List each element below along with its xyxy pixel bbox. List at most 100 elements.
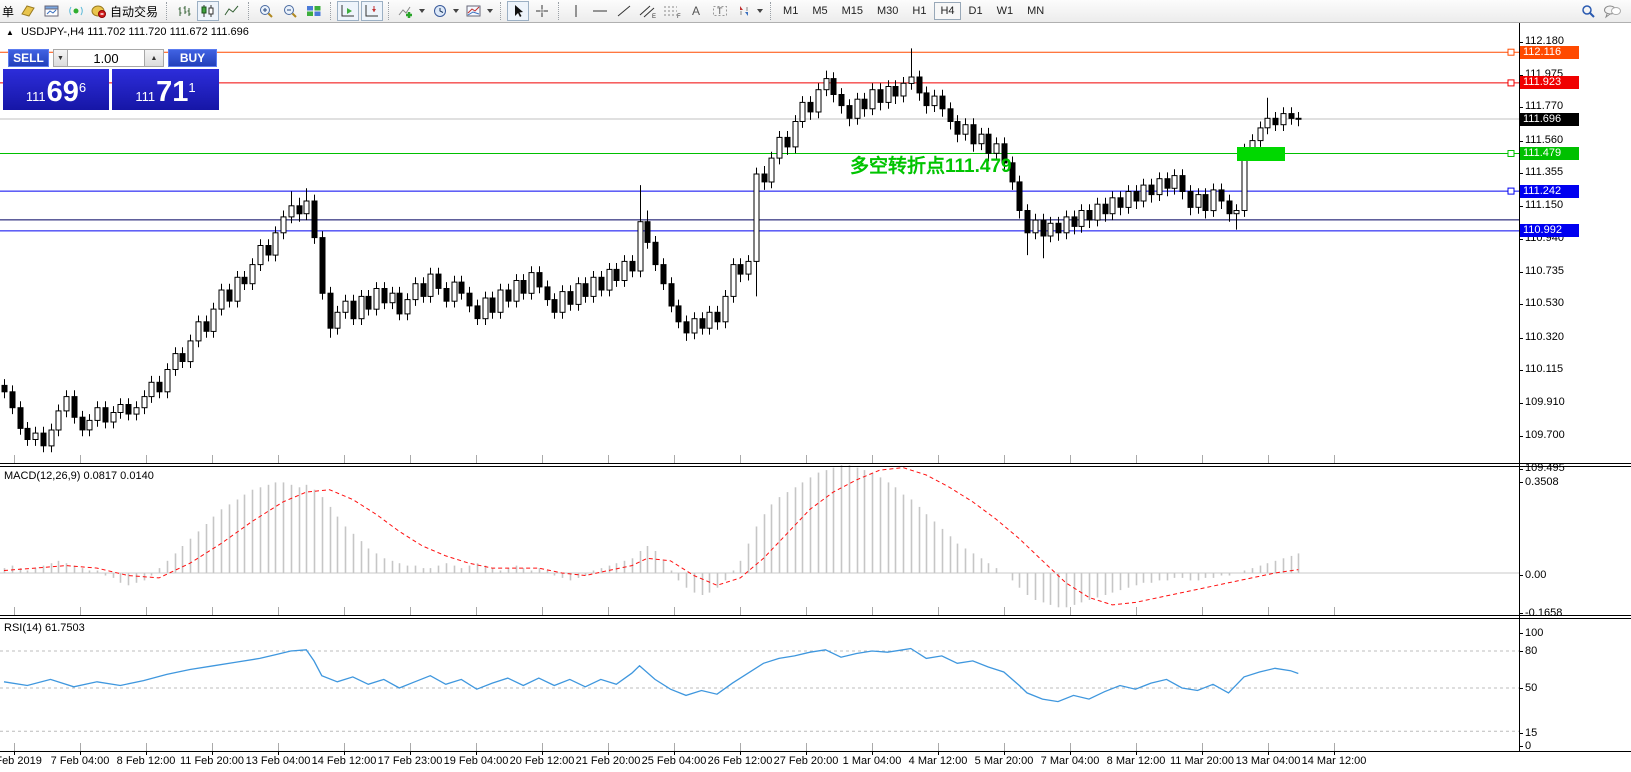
macd-axis-label: -0.1658 [1525, 607, 1563, 619]
buy-price-whole: 111 [135, 89, 156, 104]
periods-icon[interactable] [429, 1, 451, 21]
timeframe-button-m15[interactable]: M15 [841, 5, 863, 17]
price-axis-tick [1519, 468, 1523, 470]
grid-tick [1202, 743, 1203, 751]
grid-tick [410, 455, 411, 463]
svg-text:T: T [717, 6, 723, 16]
price-badge: 110.992 [1520, 224, 1579, 238]
time-axis-label: 8 Mar 12:00 [1106, 755, 1166, 767]
volume-input[interactable]: 1.00 [67, 49, 145, 67]
signal-icon[interactable] [65, 1, 87, 21]
grid-tick [410, 607, 411, 615]
time-axis-label: 7 Feb 04:00 [50, 755, 110, 767]
new-order-button[interactable]: 单 [2, 4, 15, 19]
price-axis-label: 109.910 [1525, 395, 1565, 408]
macd-pane [0, 465, 1519, 608]
green-zone-box[interactable] [1237, 147, 1285, 161]
timeframe-button-m1[interactable]: M1 [783, 5, 799, 17]
candlestick-chart-icon[interactable] [197, 1, 220, 21]
time-axis-label: 11 Feb 20:00 [179, 755, 244, 767]
rsi-axis-label: 15 [1525, 727, 1538, 739]
time-axis-label: 27 Feb 20:00 [773, 755, 839, 767]
autotrading-button[interactable]: 自动交易 [89, 1, 161, 21]
volume-decrease-button[interactable]: ▼ [53, 49, 68, 67]
grid-tick [1268, 607, 1269, 615]
time-axis-tick [1136, 751, 1137, 755]
grid-tick [278, 743, 279, 751]
tile-windows-icon[interactable] [303, 1, 325, 21]
time-axis-label: 20 Feb 12:00 [509, 755, 575, 767]
search-icon[interactable] [1577, 1, 1599, 21]
price-axis-label: 111.770 [1525, 100, 1564, 113]
price-axis-tick [1519, 271, 1523, 273]
buy-button[interactable]: BUY [168, 49, 217, 67]
horizontal-line-icon[interactable] [589, 1, 611, 21]
rsi-axis-tick [1519, 733, 1523, 734]
chart-window-icon[interactable] [41, 1, 63, 21]
trendline-icon[interactable] [613, 1, 635, 21]
toolbar-separator [166, 2, 168, 20]
autoscroll-icon[interactable] [337, 1, 360, 21]
arrows-icon[interactable] [733, 1, 755, 21]
line-chart-icon[interactable] [221, 1, 243, 21]
grid-tick [872, 743, 873, 751]
indicators-dropdown-caret[interactable] [419, 9, 426, 13]
indicators-icon[interactable] [395, 1, 417, 21]
sell-button[interactable]: SELL [8, 49, 49, 67]
bar-chart-icon[interactable] [173, 1, 195, 21]
vertical-line-icon[interactable] [565, 1, 587, 21]
one-click-trading-panel: SELL ▼ 1.00 ▲ BUY 111 69 6 111 71 1 [3, 46, 219, 110]
timeframe-button-h1[interactable]: H1 [912, 5, 927, 17]
text-label-icon[interactable]: T [709, 1, 731, 21]
chat-icon[interactable] [1601, 1, 1623, 21]
periods-dropdown-caret[interactable] [453, 9, 460, 13]
timeframe-button-mn[interactable]: MN [1027, 5, 1045, 17]
time-axis-tick [344, 751, 345, 755]
time-axis-label: 14 Feb 12:00 [311, 755, 377, 767]
zoom-in-icon[interactable] [255, 1, 277, 21]
grid-tick [146, 743, 147, 751]
crosshair-icon[interactable] [531, 1, 553, 21]
grid-tick [476, 743, 477, 751]
pivot-annotation[interactable]: 多空转折点111.479 [850, 156, 1012, 177]
grid-tick [674, 455, 675, 463]
price-badge: 111.696 [1520, 112, 1579, 126]
grid-tick [542, 743, 543, 751]
rsi-axis-label: 0 [1525, 740, 1532, 752]
chart-shift-icon[interactable] [361, 1, 384, 21]
fibonacci-icon[interactable]: F [661, 1, 683, 21]
buy-price[interactable]: 111 71 1 [112, 69, 219, 110]
equidistant-channel-icon[interactable]: E [637, 1, 659, 21]
timeframe-button-w1[interactable]: W1 [996, 5, 1014, 17]
price-axis-tick [1519, 74, 1523, 76]
time-axis-label: 5 Feb 2019 [0, 755, 42, 767]
cursor-icon[interactable] [507, 1, 530, 21]
grid-tick [1004, 743, 1005, 751]
grid-tick [1136, 607, 1137, 615]
timeframe-button-m5[interactable]: M5 [812, 5, 828, 17]
grid-tick [344, 743, 345, 751]
time-axis-label: 13 Mar 04:00 [1235, 755, 1301, 767]
timeframe-button-h4[interactable]: H4 [934, 2, 961, 20]
price-axis-label: 111.560 [1525, 133, 1564, 146]
market-watch-icon[interactable] [17, 1, 39, 21]
time-axis-tick [146, 751, 147, 755]
timeframe-button-m30[interactable]: M30 [877, 5, 899, 17]
rsi-indicator-label: RSI(14) 61.7503 [4, 622, 85, 634]
templates-dropdown-caret[interactable] [487, 9, 494, 13]
zoom-out-icon[interactable] [279, 1, 301, 21]
ohlc-values: 111.702 111.720 111.672 111.696 [87, 26, 249, 38]
toolbar-separator [388, 2, 390, 20]
text-icon[interactable]: A [685, 1, 707, 21]
collapse-panel-icon[interactable]: ▲ [6, 28, 14, 37]
sell-price[interactable]: 111 69 6 [3, 69, 109, 110]
arrows-dropdown-caret[interactable] [757, 9, 764, 13]
price-axis-tick [1519, 304, 1523, 306]
grid-tick [806, 607, 807, 615]
timeframe-button-d1[interactable]: D1 [968, 5, 983, 17]
grid-tick [212, 607, 213, 615]
time-axis-tick [674, 751, 675, 755]
volume-increase-button[interactable]: ▲ [144, 49, 164, 67]
templates-icon[interactable] [463, 1, 485, 21]
